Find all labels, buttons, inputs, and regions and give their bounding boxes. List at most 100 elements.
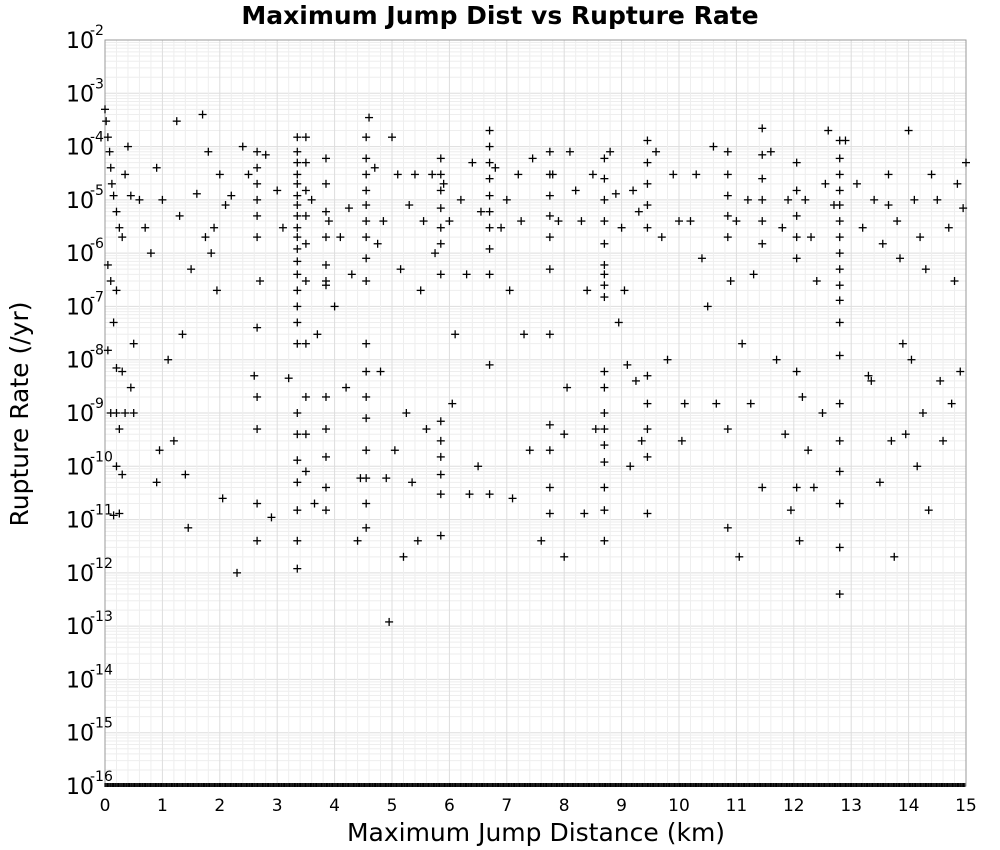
y-tick-base: 10 [66,189,94,214]
data-point [253,536,262,545]
data-point [227,191,236,200]
data-point [253,147,262,156]
data-point [606,147,615,156]
data-point [115,509,124,518]
data-point [115,425,124,434]
data-point [445,217,454,226]
y-tick-exponent: -3 [90,76,104,92]
data-point [680,399,689,408]
data-point [233,568,242,577]
data-point [600,260,609,269]
data-point [485,142,494,151]
y-tick-exponent: -10 [90,449,113,465]
data-point [620,286,629,295]
data-point [293,318,302,327]
data-point [184,523,193,532]
data-point [373,239,382,248]
data-point [431,249,440,258]
data-point [600,409,609,417]
y-tick-exponent: -14 [90,662,113,678]
data-point [293,506,302,515]
y-tick-exponent: -5 [90,183,104,199]
data-point [362,446,371,455]
data-point [835,233,844,242]
data-point [109,191,118,200]
data-point [385,617,394,626]
data-point [253,179,262,188]
data-point [835,186,844,195]
data-point [637,436,646,445]
data-point [390,446,399,455]
data-point [118,470,127,479]
data-point [253,163,262,172]
data-point [953,179,962,188]
data-point [330,302,339,311]
data-point [336,233,345,242]
data-point [577,217,586,226]
data-point [652,147,661,156]
data-point [835,467,844,476]
data-point [321,452,330,461]
data-point [726,277,735,286]
data-point [413,536,422,545]
data-point [376,367,385,376]
data-point [112,207,121,216]
data-point [102,117,111,126]
data-point [379,217,388,226]
data-point [436,531,445,540]
data-point [146,249,155,258]
data-point [485,490,494,499]
data-point [362,277,371,286]
data-point [462,270,471,279]
data-point [835,436,844,445]
data-point [362,133,371,142]
data-point [735,552,744,561]
data-point [841,136,850,145]
data-point [293,147,302,156]
data-point [792,186,801,195]
data-point [835,217,844,226]
data-point [428,170,437,179]
data-point [293,211,302,220]
data-point [121,170,130,179]
y-tick-label: 10-15 [66,716,113,747]
y-tick-base: 10 [66,136,94,161]
data-point [758,239,767,248]
data-point [643,371,652,380]
data-point [115,223,124,232]
data-point [419,217,428,226]
data-point [781,430,790,439]
data-point [301,158,310,167]
x-axis-label: Maximum Jump Distance (km) [347,818,725,847]
data-point [611,189,620,198]
data-point [105,147,114,156]
data-point [907,355,916,364]
data-point [362,414,371,423]
data-point [253,425,262,434]
data-point [870,195,879,204]
data-point [758,124,767,133]
data-point [600,154,609,163]
y-tick-label: 10-5 [66,183,104,214]
data-point [172,117,181,126]
data-point [835,265,844,274]
y-tick-label: 10-12 [66,556,113,587]
data-point [600,239,609,248]
data-point [293,564,302,573]
data-point [485,174,494,183]
data-point [537,536,546,545]
data-point [545,330,554,339]
data-point [123,142,132,151]
data-point [293,286,302,295]
data-point [244,170,253,179]
data-point [918,409,927,417]
data-point [766,147,775,156]
data-point [600,217,609,226]
data-point [591,425,600,434]
y-tick-exponent: -12 [90,556,113,572]
y-tick-label: 10-10 [66,449,113,480]
data-point [884,170,893,179]
data-point [778,223,787,232]
data-point [904,126,913,135]
data-point [600,174,609,183]
